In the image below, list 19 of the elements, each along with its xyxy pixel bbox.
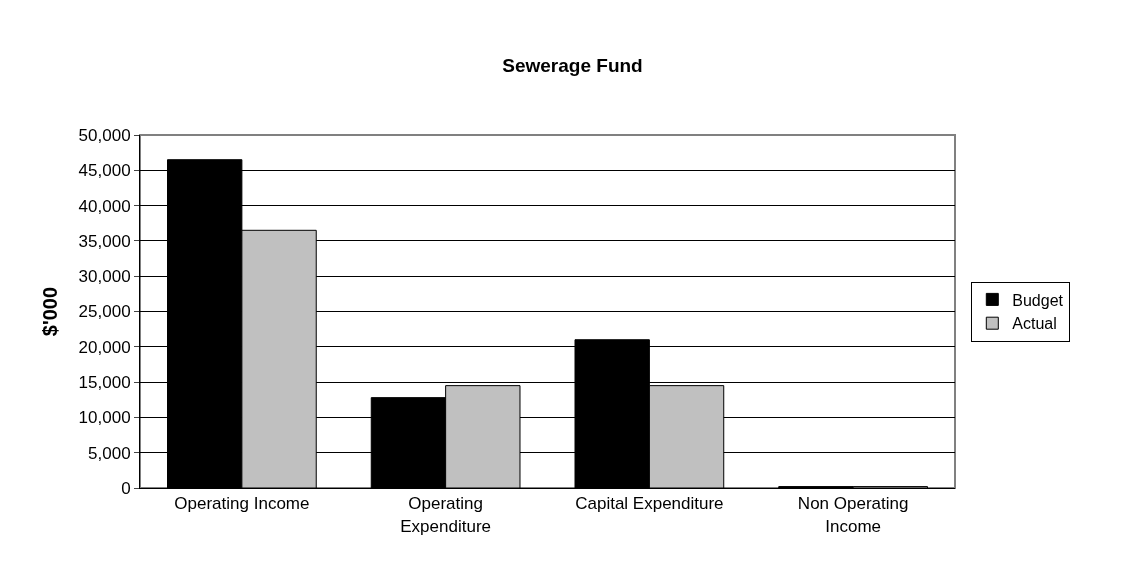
x-tick-label: Non Operating Income <box>797 494 909 536</box>
y-tick-label: 15,000 <box>78 373 131 393</box>
y-tick-label: 30,000 <box>78 267 131 287</box>
y-tick-label: 5,000 <box>88 443 131 463</box>
y-axis-title: $'000 <box>39 286 62 337</box>
legend-label: Actual <box>1012 315 1057 333</box>
y-tick-label: 50,000 <box>78 125 131 145</box>
y-tick-label: 20,000 <box>78 337 131 357</box>
y-tick-label: 40,000 <box>78 196 131 216</box>
x-tick-label: Operating Expenditure <box>400 494 491 536</box>
y-tick-label: 10,000 <box>78 408 131 428</box>
y-tick-label: 25,000 <box>78 302 131 322</box>
x-tick-label: Capital Expenditure <box>575 494 724 514</box>
legend-label: Budget <box>1012 291 1064 309</box>
y-tick-label: 45,000 <box>78 161 131 181</box>
x-tick-label: Operating Income <box>174 494 310 514</box>
y-tick-label: 0 <box>121 478 131 498</box>
y-tick-label: 35,000 <box>78 231 131 251</box>
chart-title: Sewerage Fund <box>502 55 643 77</box>
